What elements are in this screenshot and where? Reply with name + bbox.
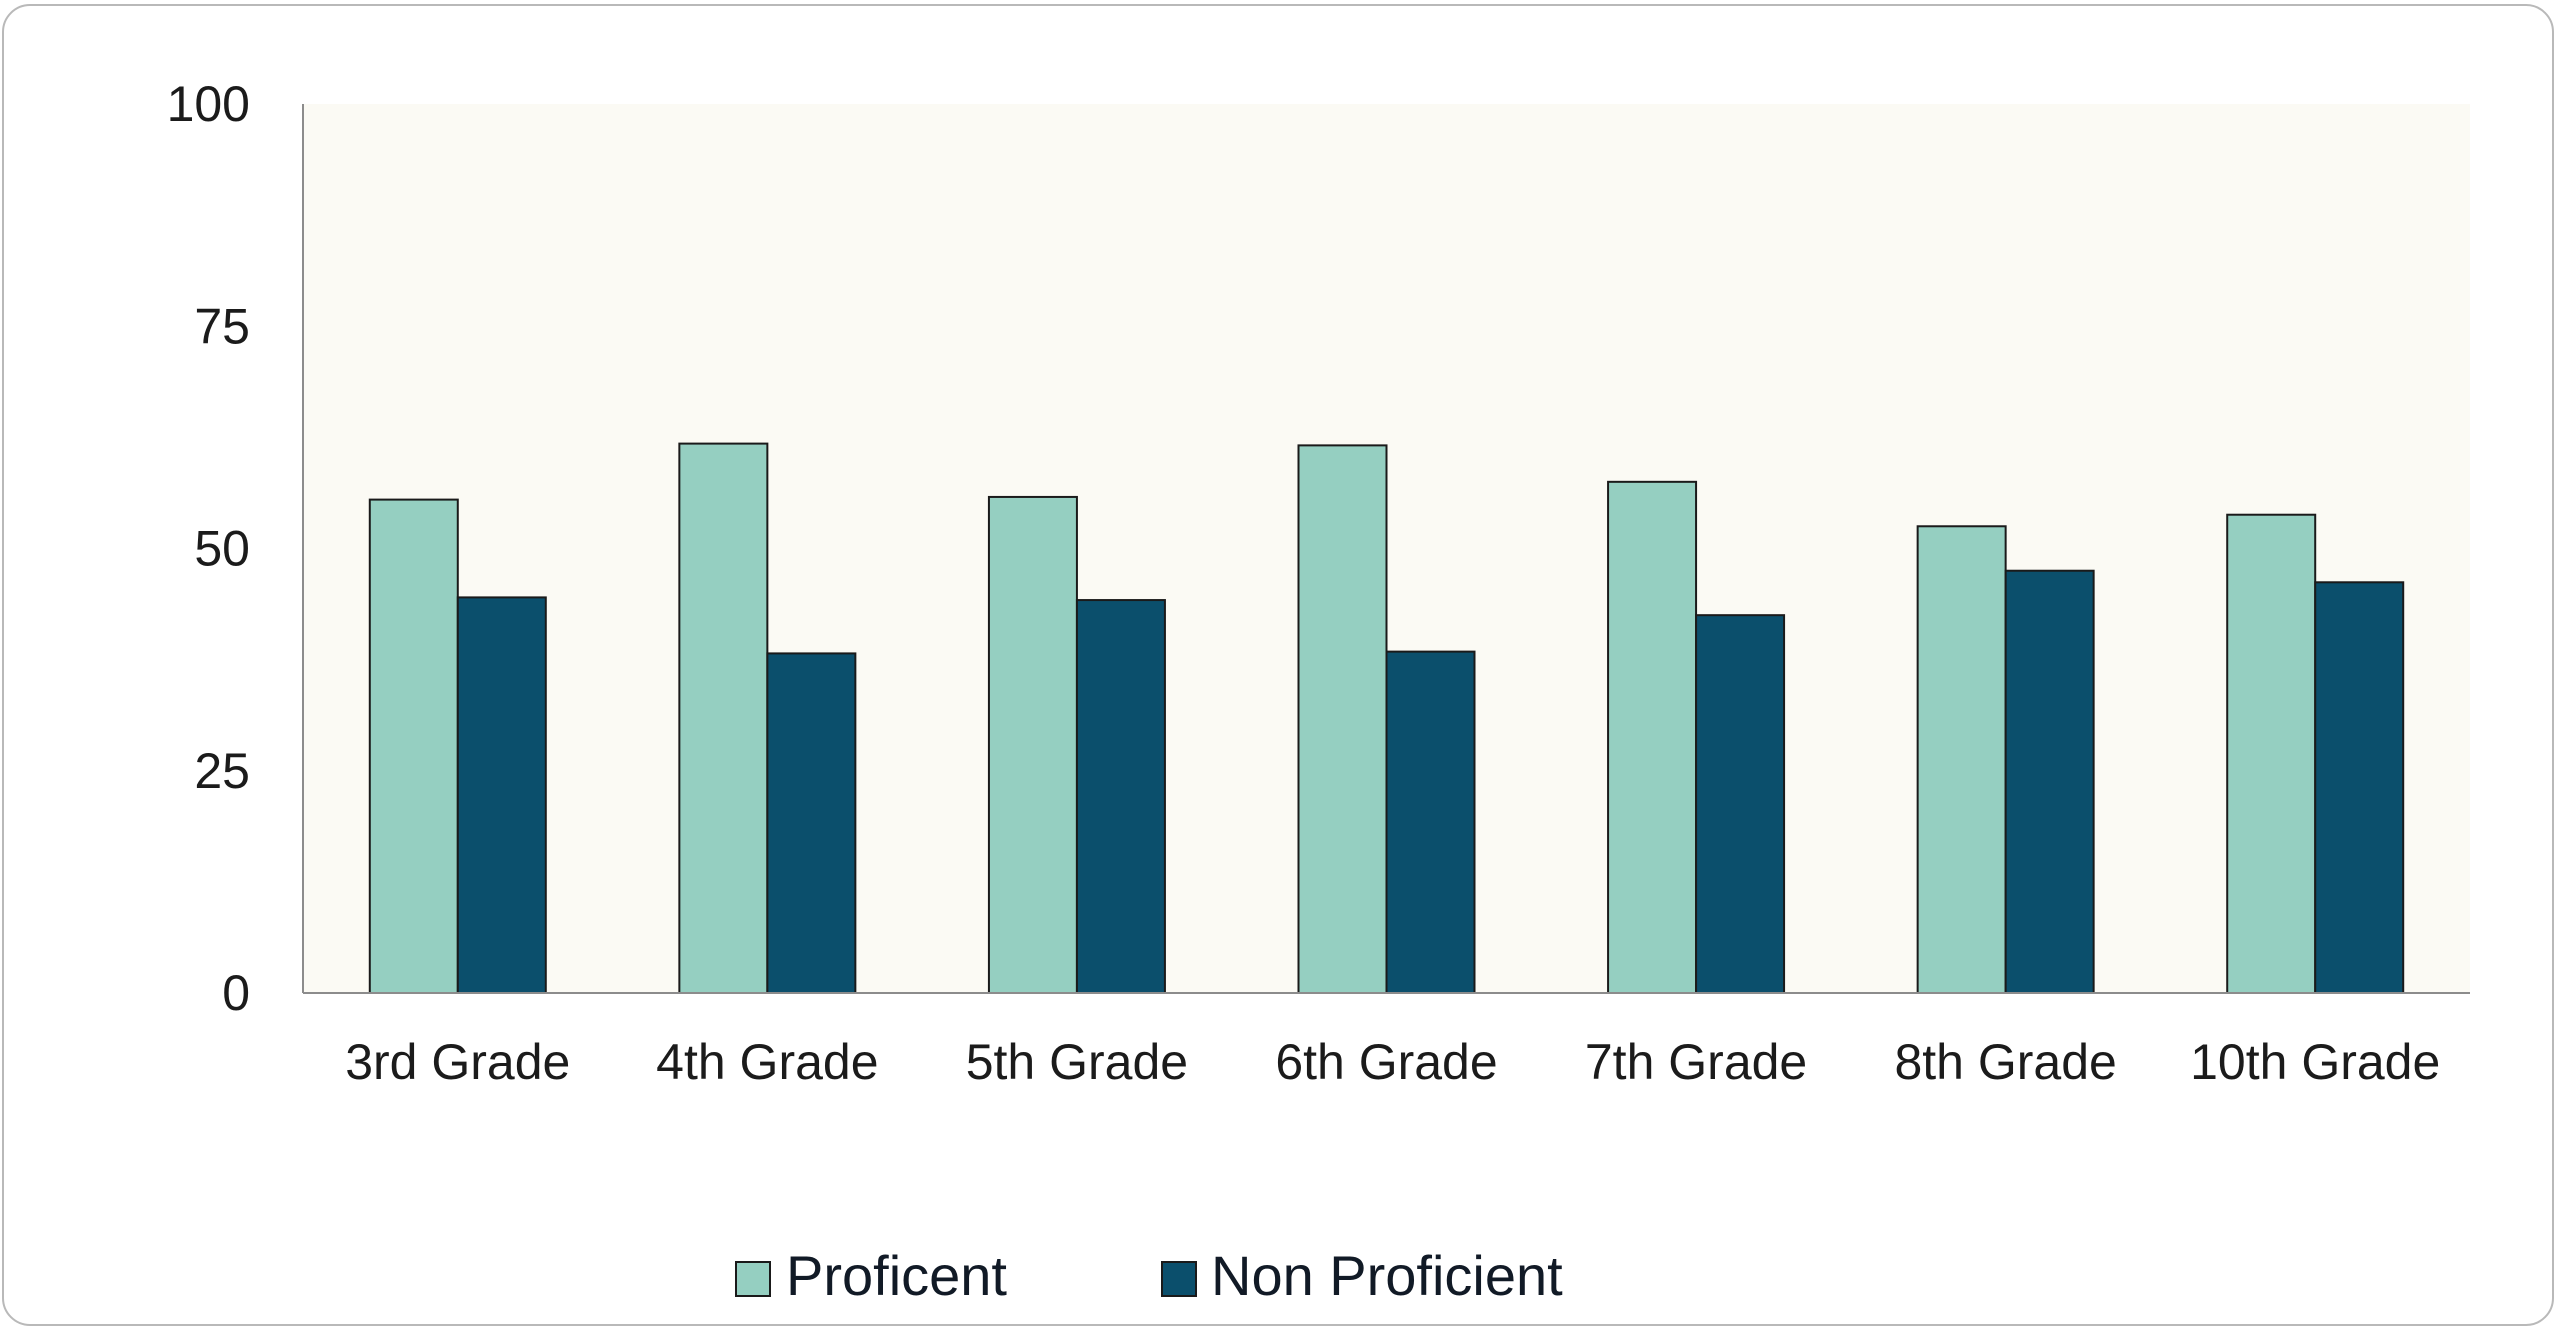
bar-non-proficient bbox=[2314, 581, 2405, 994]
legend-swatch bbox=[1161, 1261, 1197, 1297]
x-tick-label: 3rd Grade bbox=[345, 1034, 570, 1090]
bar-proficient bbox=[1297, 444, 1388, 995]
bar-non-proficient bbox=[1075, 599, 1166, 994]
y-tick-label: 100 bbox=[167, 76, 250, 132]
x-tick-label: 6th Grade bbox=[1275, 1034, 1497, 1090]
y-tick-labels: 0 25 50 75 100 bbox=[167, 76, 250, 1021]
bar-proficient bbox=[1607, 480, 1698, 994]
bar-proficient bbox=[2226, 513, 2317, 995]
x-tick-labels: 3rd Grade 4th Grade 5th Grade 6th Grade 7th … bbox=[345, 1034, 2440, 1090]
legend: Proficent Non Proficient bbox=[735, 1244, 1563, 1307]
y-tick-label: 75 bbox=[194, 298, 250, 354]
y-tick-label: 25 bbox=[194, 743, 250, 799]
bar-non-proficient bbox=[766, 652, 857, 994]
legend-label: Proficent bbox=[786, 1244, 1007, 1307]
legend-swatch bbox=[735, 1261, 771, 1297]
x-tick-label: 10th Grade bbox=[2190, 1034, 2440, 1090]
bar-proficient bbox=[1916, 525, 2007, 995]
bar-proficient bbox=[678, 442, 769, 994]
bar-non-proficient bbox=[456, 596, 547, 995]
bar-non-proficient bbox=[1385, 650, 1476, 995]
x-tick-label: 4th Grade bbox=[656, 1034, 878, 1090]
x-tick-label: 8th Grade bbox=[1894, 1034, 2116, 1090]
legend-label: Non Proficient bbox=[1211, 1244, 1563, 1307]
bar-non-proficient bbox=[1695, 614, 1786, 994]
bar-proficient bbox=[368, 498, 459, 994]
y-tick-label: 0 bbox=[222, 965, 250, 1021]
x-tick-label: 7th Grade bbox=[1585, 1034, 1807, 1090]
bar-non-proficient bbox=[2004, 569, 2095, 994]
x-tick-label: 5th Grade bbox=[966, 1034, 1188, 1090]
bar-proficient bbox=[987, 495, 1078, 994]
bars-group bbox=[368, 442, 2405, 995]
y-tick-label: 50 bbox=[194, 521, 250, 577]
